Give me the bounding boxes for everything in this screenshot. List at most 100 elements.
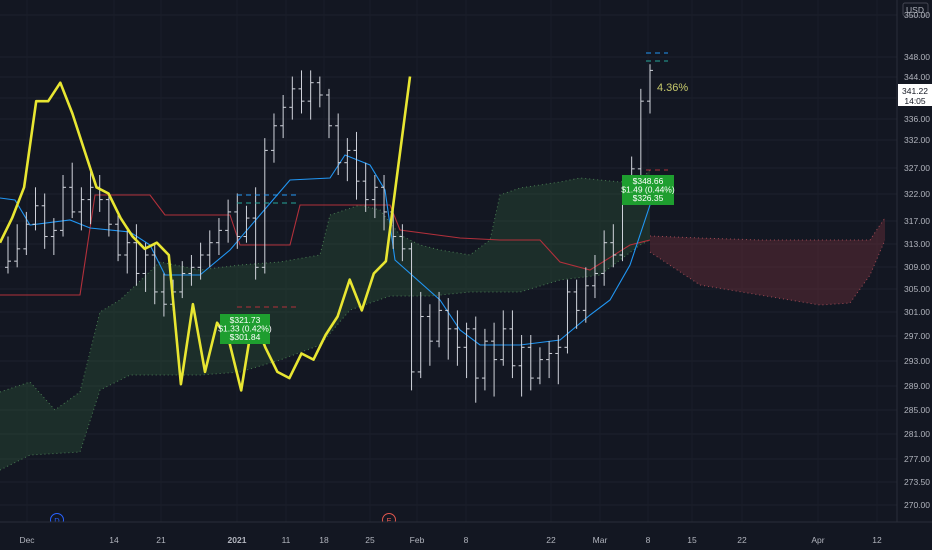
ohlc-bar [261,138,268,274]
price-tick-label: 350.00 [904,10,930,20]
conversion-line [0,154,651,346]
ohlc-bar [142,242,149,292]
ohlc-bar [160,273,167,317]
ohlc-bar [637,88,644,175]
ohlc-bar [215,218,222,255]
ohlc-bar [647,64,653,114]
trade-label: $321.73$1.33 (0.42%)$301.84 [218,314,272,344]
base-line [0,194,651,296]
ohlc-bar [280,95,287,139]
ohlc-bar [344,138,351,182]
trade-label-line: $301.84 [230,332,261,342]
cloud-fill-bearish [650,218,885,305]
time-tick-label: 18 [319,535,329,545]
currency-box[interactable] [902,2,929,17]
ohlc-bar [454,310,461,366]
ohlc-bar [591,255,598,299]
cloud-bearish [649,217,886,306]
ohlc-bar [50,218,57,255]
ohlc-bar [371,175,378,219]
price-tick-label: 289.00 [904,381,930,391]
ohlc-bar [472,316,479,403]
ohlc-bar [289,76,296,120]
ohlc-bar [105,193,112,237]
annotations: $321.73$1.33 (0.42%)$301.84 $348.66$1.49 … [50,52,688,527]
time-tick-label: 14 [109,535,119,545]
price-tick-label: 309.00 [904,262,930,272]
ohlc-bar [426,304,433,366]
price-tick-label: 285.00 [904,405,930,415]
ohlc-bar [564,279,571,354]
current-price-marker: 341.22 14:05 [898,84,932,106]
price-tick-label: 305.00 [904,284,930,294]
cloud-fill-bullish [0,170,650,470]
ohlc-bar [573,279,580,329]
ohlc-bar [243,205,250,243]
currency-label: USD [906,5,924,15]
ohlc-bar [41,193,48,249]
ohlc-bar [381,175,388,231]
ohlc-bar [546,341,553,379]
ohlc-bar [87,168,94,225]
price-tick-label: 327.00 [904,163,930,173]
time-tick-label: 8 [464,535,469,545]
ohlc-bar [151,242,158,305]
ohlc-bar [270,113,277,163]
price-tick-label: 301.00 [904,307,930,317]
ohlc-bar [518,335,525,397]
span-b-line [0,239,651,471]
ohlc-bar [335,113,342,175]
ohlc-bar [417,291,424,379]
current-time: 14:05 [904,96,926,106]
trade-label: $348.66$1.49 (0.44%)$326.35 [621,175,675,205]
ohlc-bar [536,347,543,385]
event-marker-letter: E [386,516,391,525]
trade-label-line: $1.49 (0.44%) [621,185,675,195]
ohlc-bar [527,335,534,391]
price-tick-label: 270.00 [904,500,930,510]
time-ticks: Dec 14 21 2021 11 18 25 Feb 8 22 Mar 8 15 22 Apr 12 [19,535,882,545]
ohlc-bar [298,70,305,114]
trade-label-line: $348.66 [633,176,664,186]
ohlc-bar [32,187,39,231]
price-tick-label: 348.00 [904,52,930,62]
ohlc-bar [188,255,195,286]
time-tick-label: 12 [872,535,882,545]
ohlc-bar [610,224,617,268]
ohlc-bar [307,70,314,120]
price-tick-label: 273.50 [904,477,930,487]
trade-label-line: $1.33 (0.42%) [218,324,272,334]
signal-series [0,76,412,392]
price-tick-label: 313.00 [904,239,930,249]
ohlc-bar [500,310,507,366]
ohlc-bars [5,64,653,403]
ohlc-bar [14,224,21,268]
cloud-bullish [0,169,651,471]
ohlc-bar [601,230,608,286]
ohlc-bar [582,267,589,323]
ohlc-bar [206,230,213,268]
time-tick-label: Mar [593,535,608,545]
ohlc-bar [491,322,498,397]
ohlc-bar [463,322,470,379]
price-tick-label: 317.00 [904,216,930,226]
ohlc-bar [78,187,85,231]
trade-label-line: $321.73 [230,315,261,325]
ohlc-bar [316,76,323,108]
signal-line [0,76,412,392]
time-tick-label: Dec [19,535,35,545]
ohlc-bar [353,131,360,200]
event-marker-letter: D [54,516,60,525]
ohlc-bar [555,335,562,385]
ohlc-bar [362,162,369,212]
price-tick-label: 297.00 [904,331,930,341]
ohlc-bar [23,211,30,255]
time-tick-label: 22 [546,535,556,545]
ohlc-bar [225,199,232,243]
ohlc-bar [436,291,443,348]
trade-label-box [622,175,674,205]
time-tick-label: Feb [410,535,425,545]
price-tick-label: 281.00 [904,429,930,439]
time-axis[interactable] [0,522,932,550]
